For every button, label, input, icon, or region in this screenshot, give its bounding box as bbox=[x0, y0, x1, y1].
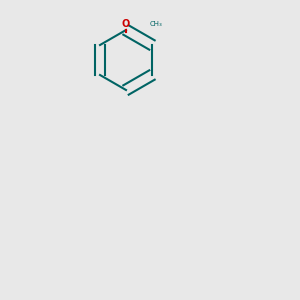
Text: O: O bbox=[122, 19, 130, 29]
Text: CH₃: CH₃ bbox=[150, 21, 163, 27]
